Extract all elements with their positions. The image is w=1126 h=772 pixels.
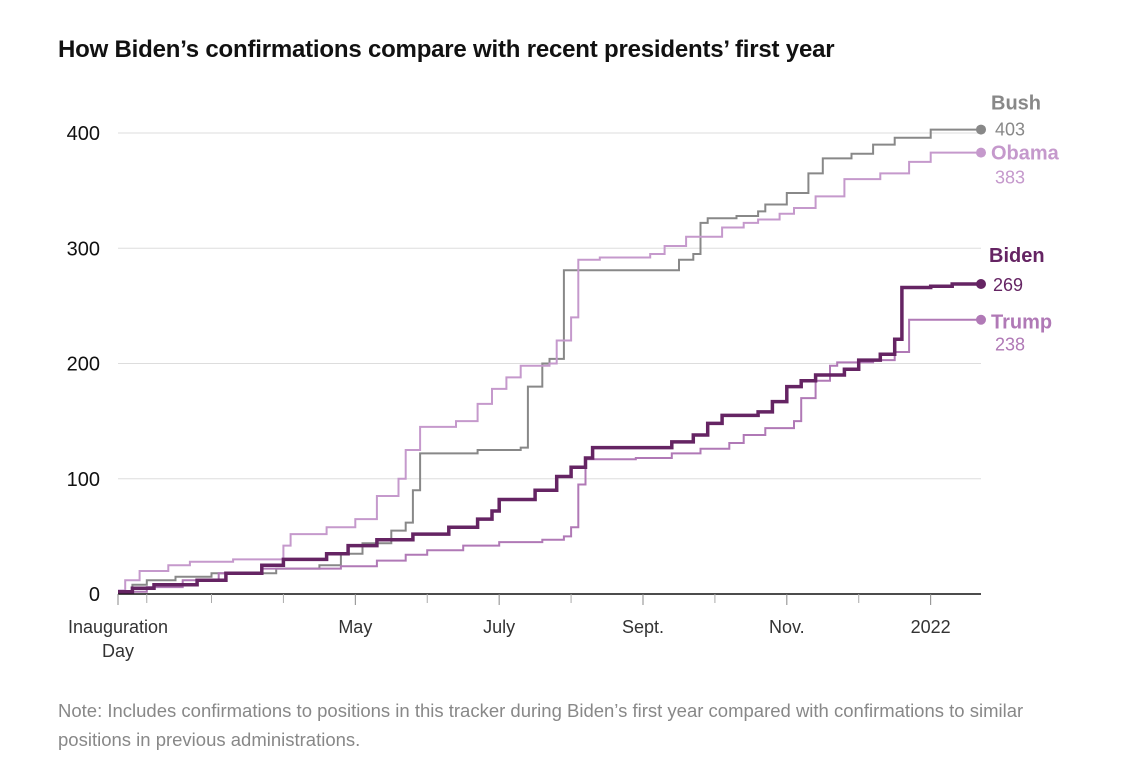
series-line-trump <box>118 318 981 593</box>
confirmations-line-chart: 0 100 200 300 400 Inauguration Day May July Sept.… <box>67 93 1060 661</box>
x-tick-label: Day <box>102 641 134 661</box>
chart-note: Note: Includes confirmations to position… <box>58 700 1024 750</box>
series-label-biden: Biden <box>989 245 1045 267</box>
x-tick-label: July <box>483 617 515 637</box>
series-endpoint-bush <box>976 124 986 135</box>
y-tick-label: 100 <box>67 469 100 491</box>
series-value-obama: 383 <box>995 168 1025 188</box>
y-tick-label: 400 <box>67 123 100 145</box>
chart-title: How Biden’s confirmations compare with r… <box>58 36 835 63</box>
y-tick-label: 300 <box>67 238 100 260</box>
series-label-trump: Trump <box>991 312 1052 334</box>
series-endpoint-obama <box>976 147 986 158</box>
series-value-bush: 403 <box>995 120 1025 140</box>
x-tick-label: Nov. <box>769 617 805 637</box>
x-tick-label: 2022 <box>911 617 951 637</box>
series-line-bush <box>118 128 981 593</box>
series-value-biden: 269 <box>993 275 1023 295</box>
series-line-biden <box>118 282 981 594</box>
series-endpoint-biden <box>976 279 986 290</box>
y-tick-label: 200 <box>67 354 100 376</box>
series-line-obama <box>118 151 981 592</box>
series-label-bush: Bush <box>991 93 1041 115</box>
y-tick-label: 0 <box>89 584 100 606</box>
x-tick-label: Inauguration <box>68 617 168 637</box>
series-label-obama: Obama <box>991 143 1060 165</box>
x-tick-label: May <box>338 617 372 637</box>
series-value-trump: 238 <box>995 335 1025 355</box>
series-endpoint-trump <box>976 314 986 325</box>
x-tick-label: Sept. <box>622 617 664 637</box>
